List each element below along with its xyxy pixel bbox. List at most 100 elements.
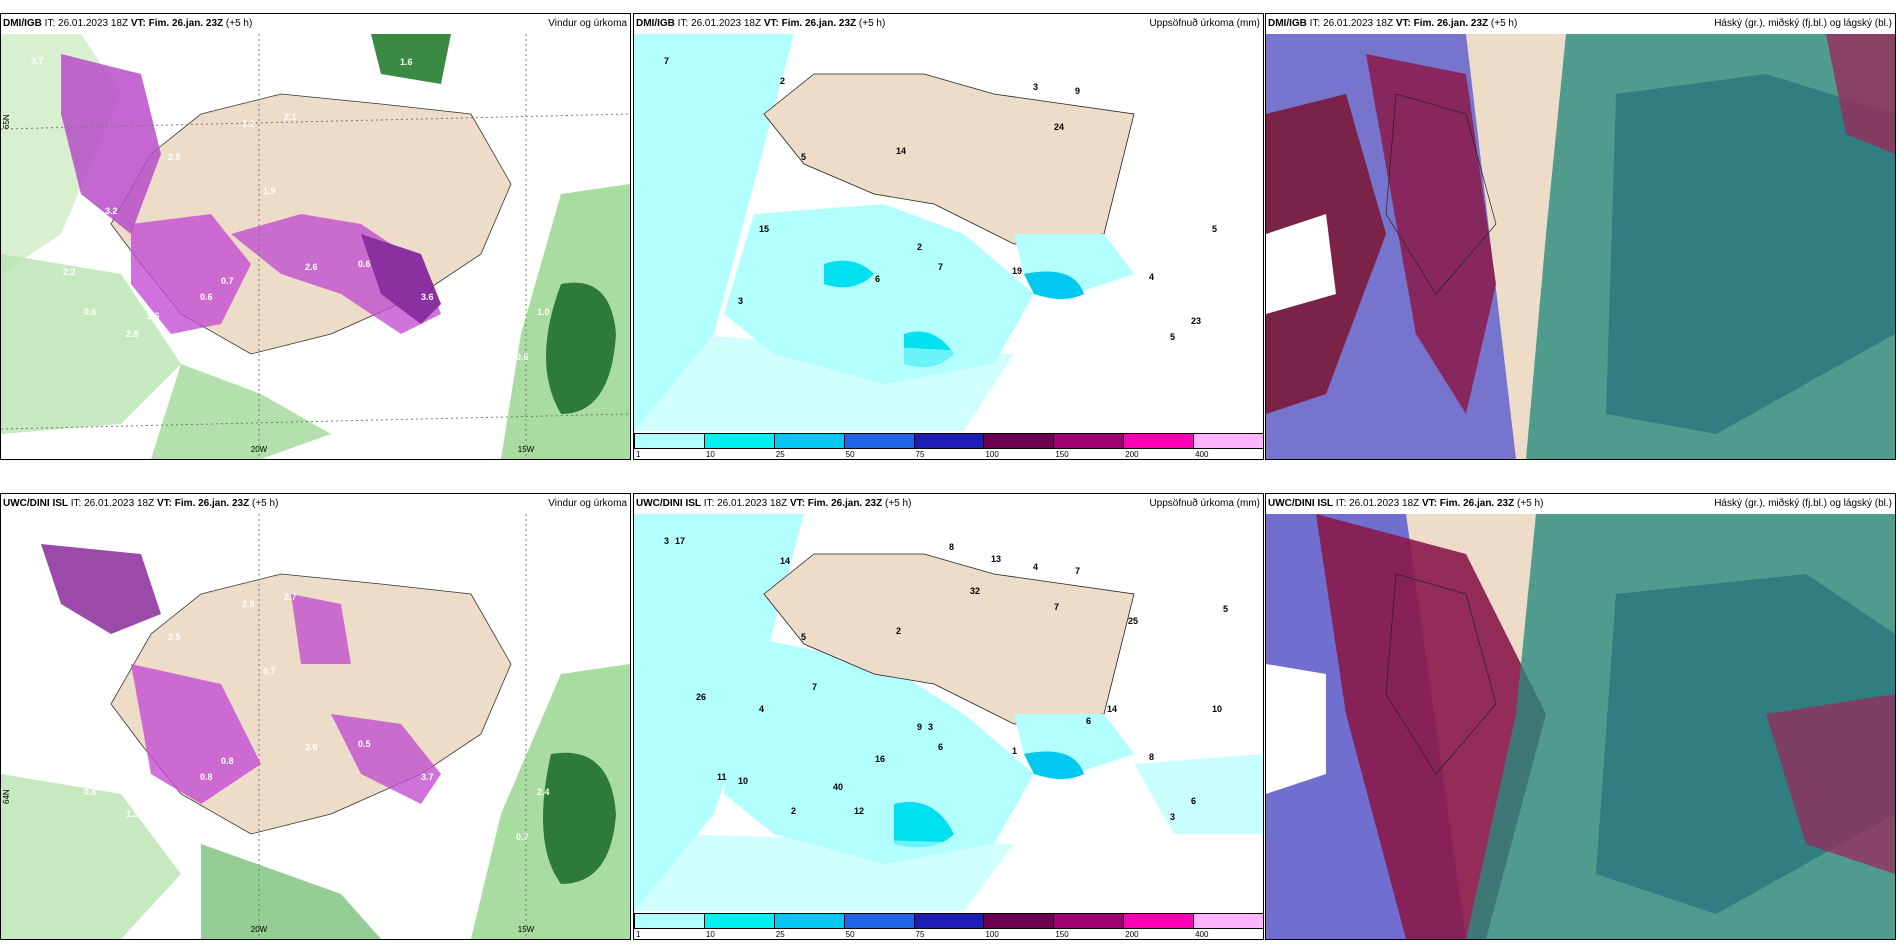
colorbar-tick: 50 [845,930,855,939]
panel-uwc-clouds: UWC/DINI ISL IT: 26.01.2023 18Z VT: Fim.… [1265,493,1896,940]
precip-labels-top: 7 5 7 9 5 2 2 24 23 15 14 3 5 3 6 19 4 [664,56,1217,342]
value-label: 0.8 [221,756,234,766]
colorbar-tick: 200 [1125,930,1139,939]
value-label: 5 [801,152,806,162]
value-label: 2.8 [126,329,139,339]
value-label: 7 [812,682,817,692]
panel-header: UWC/DINI ISL IT: 26.01.2023 18Z VT: Fim.… [1,494,630,514]
value-label: 0.7 [337,331,350,341]
wind-labels-bottom: 4.0 2.5 3.6 2.0 2.6 3.2 2.7 3.7 3.1 1.3 0.7 0.5 2.4 3… [31,536,592,901]
colorbar-swatch [773,433,845,449]
axis-label-20w: 20W [251,925,268,934]
value-label: 2.5 [168,632,181,642]
wind-map: 4.0 2.5 3.6 2.0 2.6 3.2 2.7 3.7 3.1 1.3 0.7 0.5 2.4 3… [1,514,630,939]
colorbar-tick: 10 [705,930,715,939]
precip-labels-bottom: 3567101497642431016181112132526403214177… [664,536,1228,822]
colorbar-tick: 1 [636,930,641,939]
colorbar-tick: 150 [1055,450,1069,459]
colorbar-swatch [983,913,1055,929]
value-label: 0.5 [400,537,413,547]
value-label: 2.0 [442,866,455,876]
colorbar-tick: 100 [985,450,999,459]
value-label: 3.2 [147,791,160,801]
value-label: 0.5 [495,736,508,746]
colorbar-tick: 50 [845,450,855,459]
value-label: 3 [738,296,743,306]
value-label: 5 [1223,604,1228,614]
value-label: 15 [759,224,769,234]
colorbar-swatch [1123,433,1195,449]
value-label: 14 [780,556,790,566]
value-label: 0.9 [379,891,392,901]
colorbar-tick: 400 [1195,450,1209,459]
colorbar-tick: 10 [705,450,715,459]
panel-uwc-wind: UWC/DINI ISL IT: 26.01.2023 18Z VT: Fim.… [0,493,631,940]
value-label: 24 [1054,122,1064,132]
value-label: 12 [854,806,864,816]
value-label: 32 [970,586,980,596]
value-label: 0.6 [516,352,529,362]
value-label: 1.8 [442,386,455,396]
value-label: 0.6 [63,747,76,757]
value-label: 2.6 [147,311,160,321]
value-label: 1.6 [400,57,413,67]
value-label: 3.6 [421,292,434,302]
value-label: 6 [1191,796,1196,806]
value-label: 4 [1033,562,1038,572]
panel-header: DMI/IGB IT: 26.01.2023 18Z VT: Fim. 26.j… [634,14,1263,34]
colorbar-swatch [634,433,705,449]
colorbar-swatch [843,433,915,449]
value-label: 19 [1012,266,1022,276]
precip-map-svg: 7 5 7 9 5 2 2 24 23 15 14 3 5 3 6 19 4 [634,34,1263,431]
value-label: 2.7 [379,411,392,421]
value-label: 7 [1075,566,1080,576]
axis-label-64n: 64N [2,789,11,804]
value-label: 25 [1128,616,1138,626]
value-label: 2.9 [242,599,255,609]
value-label: 0.5 [358,739,371,749]
colorbar-swatch [1053,433,1125,449]
value-label: 7 [938,262,943,272]
value-label: 4.0 [31,536,44,546]
value-label: 4 [1149,272,1154,282]
colorbar-swatch [1053,913,1125,929]
panel-title: Háský (gr.), miðský (fj.bl.) og lágský (… [1714,18,1892,29]
value-label: 10 [738,776,748,786]
value-label: 3.7 [421,772,434,782]
panel-uwc-precip: UWC/DINI ISL IT: 26.01.2023 18Z VT: Fim.… [633,493,1264,940]
value-label: 14 [1107,704,1117,714]
value-label: 0.6 [200,292,213,302]
value-label: 0.6 [84,307,97,317]
value-label: 3 [1170,812,1175,822]
value-label: 0.7 [263,666,276,676]
colorbar-tick: 25 [775,930,785,939]
value-label: 2.9 [168,152,181,162]
colorbar-tick: 400 [1195,930,1209,939]
axis-label-65n: 65N [2,114,11,129]
wind-map-svg: 4.0 2.5 3.6 2.0 2.6 3.2 2.7 3.7 3.1 1.3 0.7 0.5 2.4 3… [1,514,630,939]
value-label: 2.1 [284,112,297,122]
value-label: 0.8 [200,772,213,782]
value-label: 0.7 [221,276,234,286]
precip-map: 3 5 6 7 10 14 9 7 6 4 2 4 3 10 16 1 8 11 12 13 25 26 40 32 14 17 7… [634,514,1263,939]
value-label: 7 [1054,602,1059,612]
value-label: 3.1 [558,601,571,611]
value-label: 2 [791,806,796,816]
value-label: 1.9 [263,186,276,196]
axis-label-20w: 20W [251,445,268,454]
value-label: 10 [1212,704,1222,714]
value-label: 6 [938,742,943,752]
value-label: 3.2 [242,119,255,129]
precip-map-svg: 3567101497642431016181112132526403214177… [634,514,1263,911]
value-label: 0.6 [84,787,97,797]
value-label: 2 [780,76,785,86]
colorbar-swatch [913,913,985,929]
precip-map: 7 5 7 9 5 2 2 24 23 15 14 3 5 3 6 19 4 1 10 25 50 75 100 150 20… [634,34,1263,459]
colorbar-tick: 1 [636,450,641,459]
value-label: 9 [917,722,922,732]
value-label: 1.3 [126,809,139,819]
value-label: 5 [1212,224,1217,234]
panel-title: Vindur og úrkoma [548,498,627,509]
wind-map-svg: 3.7 2.9 2.6 1.8 2.6 2.6 2.1 3.6 2.2 2.8 1.9 1.6 1.0 3… [1,34,630,459]
value-label: 2 [917,242,922,252]
